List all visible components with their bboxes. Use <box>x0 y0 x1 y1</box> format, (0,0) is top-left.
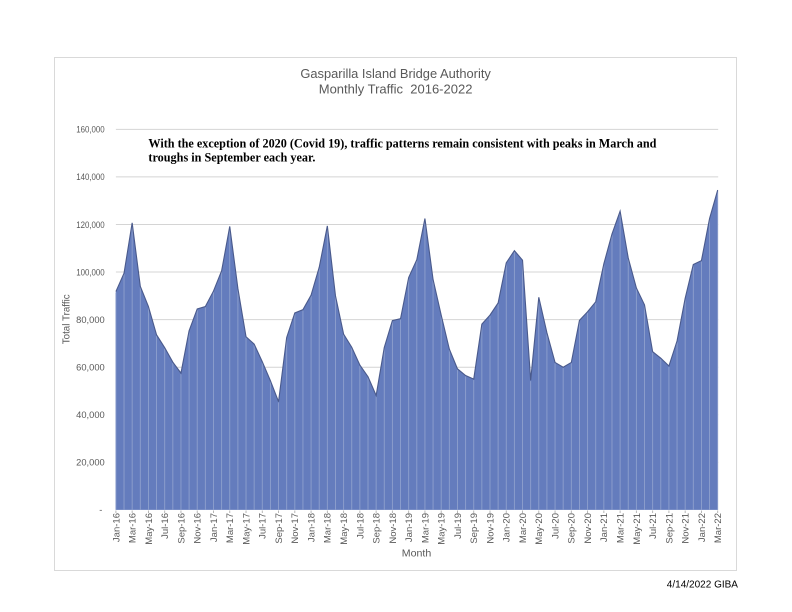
svg-text:May-17: May-17 <box>241 513 252 545</box>
svg-text:Jul-18: Jul-18 <box>355 513 366 539</box>
svg-text:Jan-20: Jan-20 <box>502 513 513 542</box>
svg-text:80,000: 80,000 <box>76 315 105 325</box>
svg-text:Mar-18: Mar-18 <box>323 513 334 543</box>
svg-text:Sep-20: Sep-20 <box>567 513 578 544</box>
svg-text:Jul-17: Jul-17 <box>258 513 269 539</box>
svg-text:Nov-20: Nov-20 <box>583 513 594 544</box>
svg-text:Mar-17: Mar-17 <box>225 513 236 543</box>
svg-text:May-21: May-21 <box>632 513 643 545</box>
svg-text:20,000: 20,000 <box>76 458 105 468</box>
svg-text:May-18: May-18 <box>339 513 350 545</box>
svg-text:Jan-18: Jan-18 <box>306 513 317 542</box>
svg-text:40,000: 40,000 <box>76 410 105 420</box>
svg-text:Jan-22: Jan-22 <box>697 513 708 542</box>
svg-text:Nov-17: Nov-17 <box>290 513 301 544</box>
svg-text:Mar-19: Mar-19 <box>420 513 431 543</box>
svg-text:May-16: May-16 <box>144 513 155 545</box>
svg-text:Jul-21: Jul-21 <box>648 513 659 539</box>
svg-text:-: - <box>99 505 102 515</box>
svg-text:Jan-19: Jan-19 <box>404 513 415 542</box>
svg-text:Jan-21: Jan-21 <box>599 513 610 542</box>
svg-text:May-20: May-20 <box>534 513 545 545</box>
svg-text:Mar-16: Mar-16 <box>128 513 139 543</box>
svg-text:With the exception of 2020 (Co: With the exception of 2020 (Covid 19), t… <box>148 137 656 151</box>
svg-text:Sep-19: Sep-19 <box>469 513 480 544</box>
svg-text:Nov-19: Nov-19 <box>485 513 496 544</box>
svg-text:Total Traffic: Total Traffic <box>61 294 72 344</box>
svg-text:Jan-17: Jan-17 <box>209 513 220 542</box>
svg-text:Jan-16: Jan-16 <box>111 513 122 542</box>
svg-text:Nov-21: Nov-21 <box>681 513 692 544</box>
svg-text:Sep-21: Sep-21 <box>664 513 675 544</box>
svg-text:Sep-18: Sep-18 <box>372 513 383 544</box>
svg-text:4/14/2022 GIBA: 4/14/2022 GIBA <box>667 580 738 591</box>
svg-text:Jul-20: Jul-20 <box>550 513 561 539</box>
svg-text:Sep-17: Sep-17 <box>274 513 285 544</box>
svg-text:Mar-20: Mar-20 <box>518 513 529 543</box>
svg-text:May-19: May-19 <box>437 513 448 545</box>
svg-text:140,000: 140,000 <box>76 172 105 182</box>
svg-text:Jul-16: Jul-16 <box>160 513 171 539</box>
svg-text:Mar-21: Mar-21 <box>616 513 627 543</box>
svg-text:160,000: 160,000 <box>76 125 105 135</box>
svg-text:Mar-22: Mar-22 <box>713 513 724 543</box>
svg-text:100,000: 100,000 <box>76 267 105 277</box>
svg-text:Gasparilla Island Bridge Autho: Gasparilla Island Bridge Authority <box>300 66 491 81</box>
svg-text:Month: Month <box>402 548 432 559</box>
svg-text:troughs in September each year: troughs in September each year. <box>148 151 315 165</box>
svg-text:Jul-19: Jul-19 <box>453 513 464 539</box>
svg-text:Monthly Traffic 2016-2022: Monthly Traffic 2016-2022 <box>319 81 473 96</box>
svg-text:60,000: 60,000 <box>76 362 105 372</box>
svg-text:Sep-16: Sep-16 <box>176 513 187 544</box>
svg-text:Nov-16: Nov-16 <box>193 513 204 544</box>
svg-text:Nov-18: Nov-18 <box>388 513 399 544</box>
svg-text:120,000: 120,000 <box>76 220 105 230</box>
